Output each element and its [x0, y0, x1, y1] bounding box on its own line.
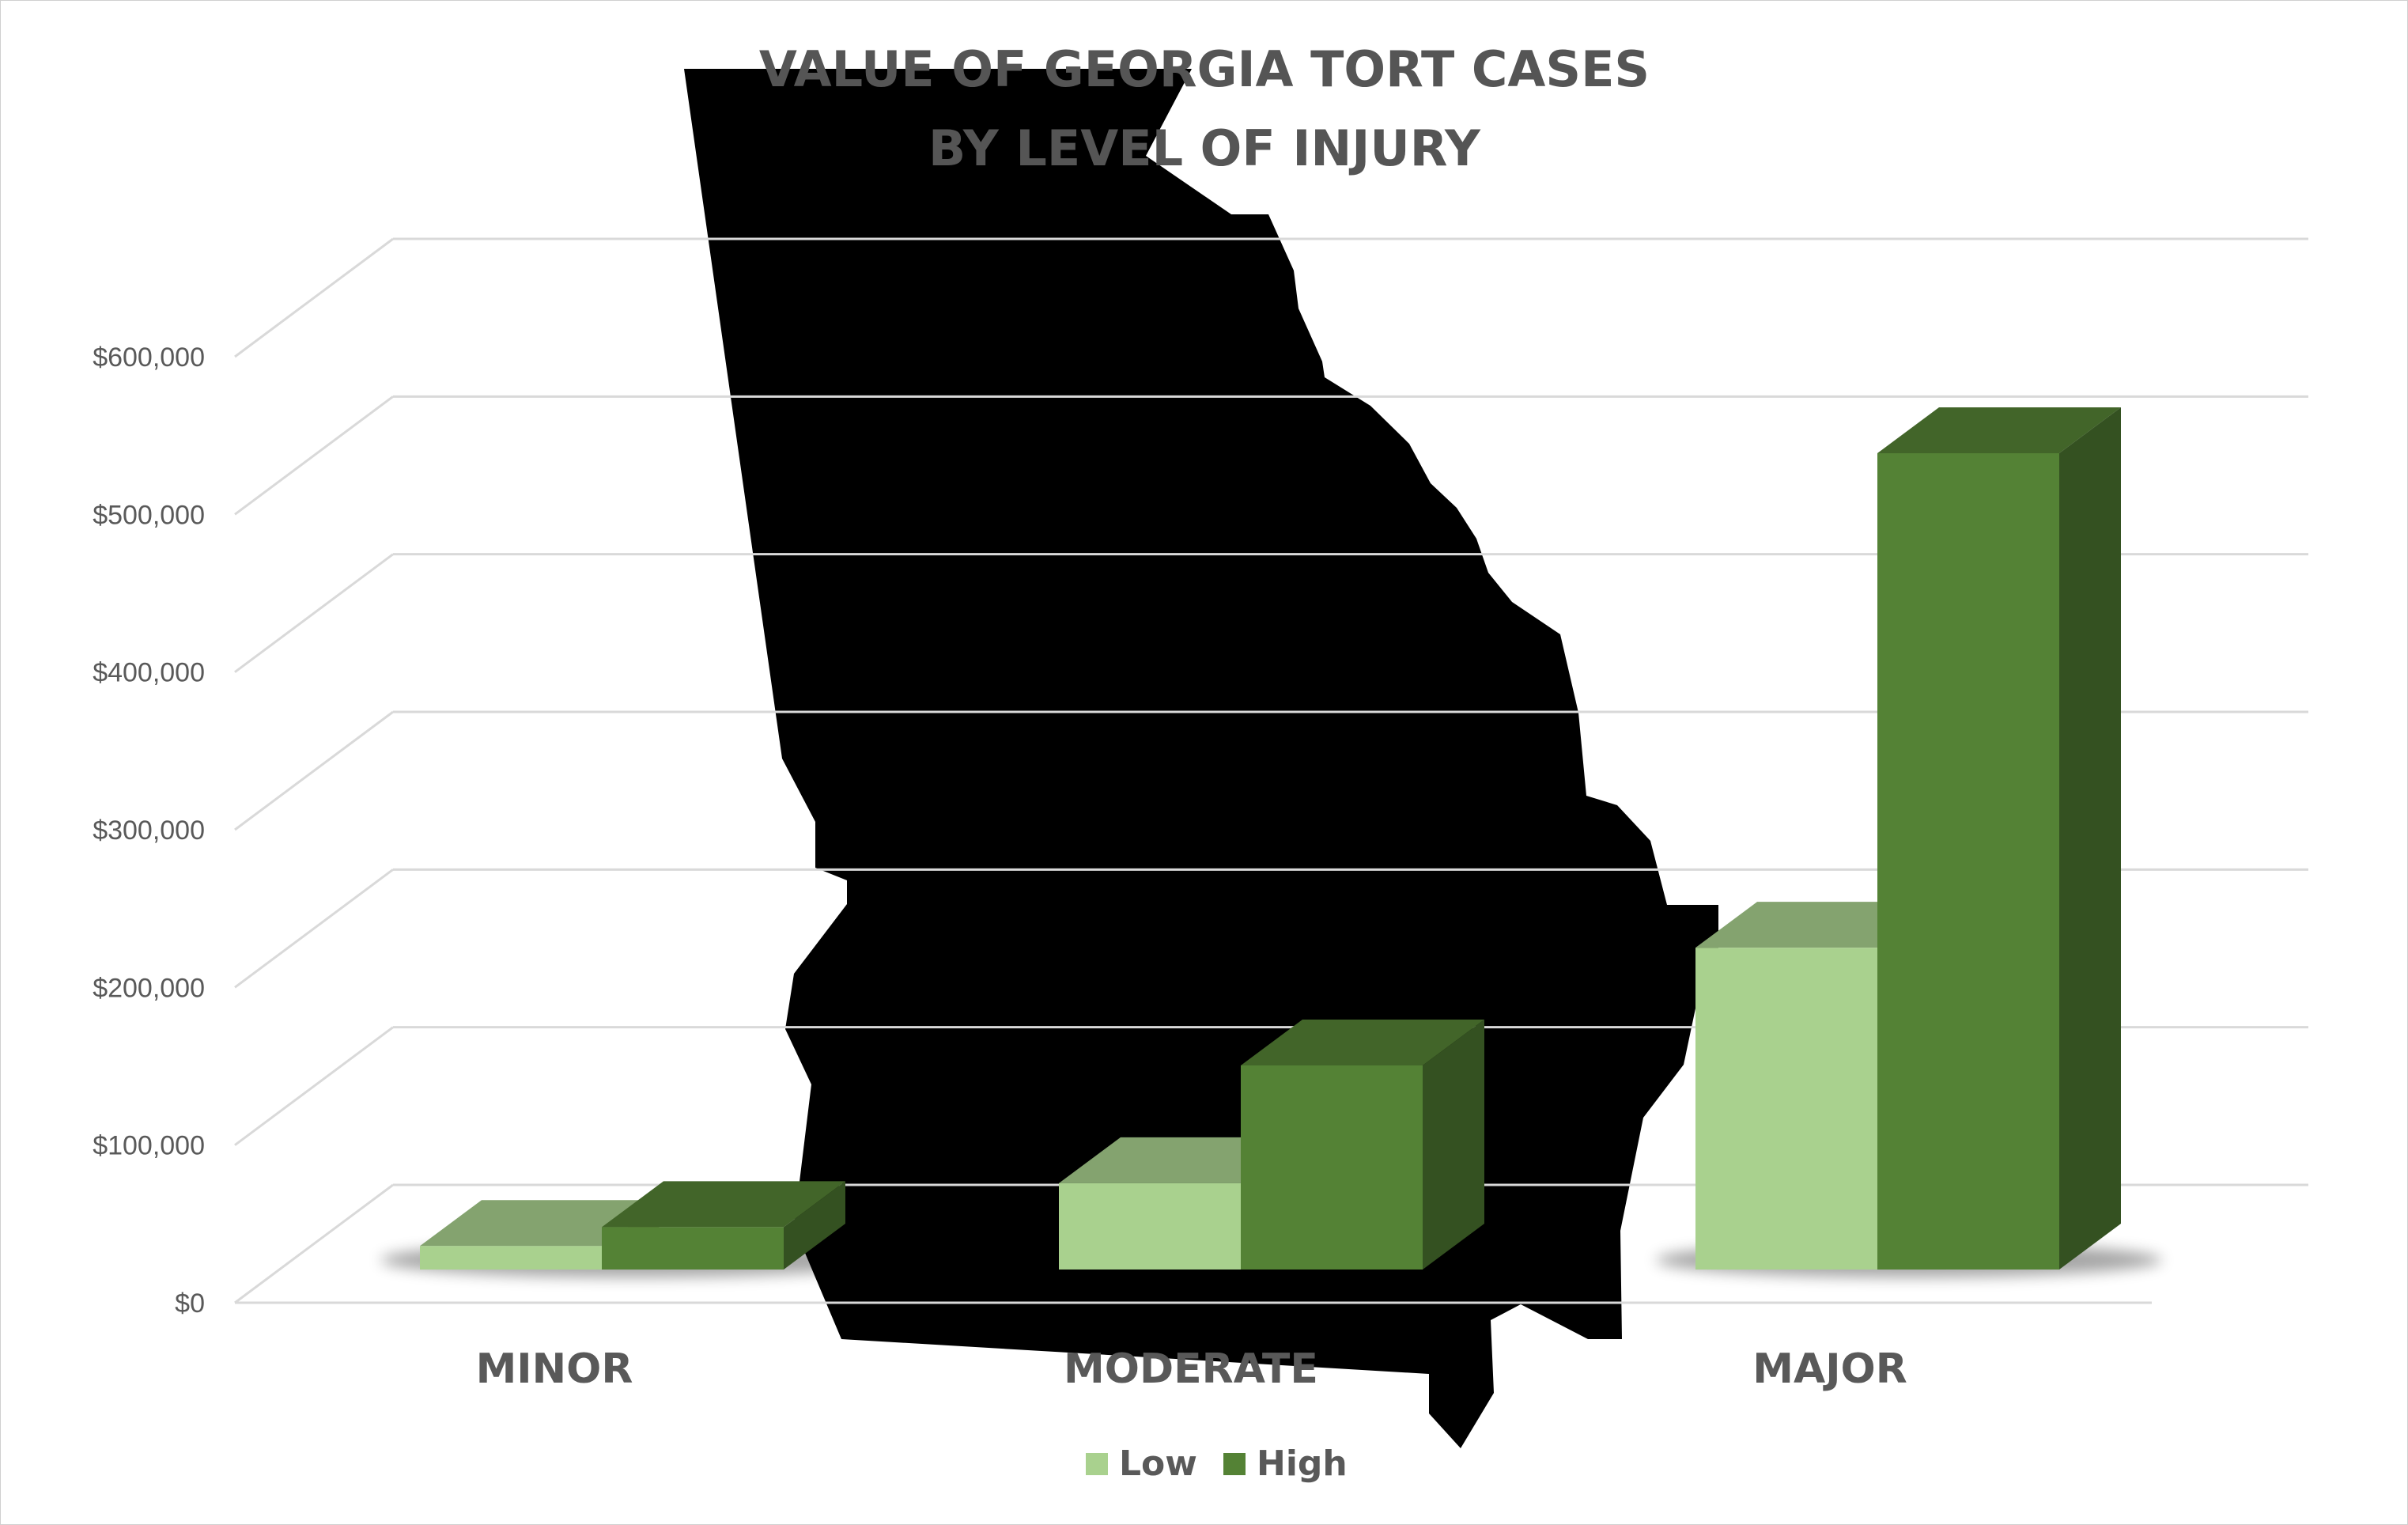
category-label: MAJOR: [1752, 1345, 1907, 1393]
gridline-diagonal: [234, 237, 394, 358]
bar-front-face: [1059, 1183, 1241, 1270]
y-tick-label: $400,000: [93, 658, 205, 688]
bar-high-major: [1877, 407, 2121, 1270]
legend-swatch-high: [1223, 1453, 1246, 1475]
bar-front-face: [1877, 453, 2059, 1270]
category-label: MODERATE: [1064, 1345, 1318, 1393]
y-tick-label: $300,000: [93, 815, 205, 846]
bars: [380, 407, 2162, 1277]
chart-title-line-1: VALUE OF GEORGIA TORT CASES: [759, 40, 1650, 98]
bar-front-face: [1241, 1065, 1423, 1270]
x-axis-categories: MINOR MODERATE MAJOR: [476, 1345, 1907, 1393]
legend-label-high: High: [1257, 1444, 1348, 1484]
bar-front-face: [1695, 948, 1877, 1270]
bar-front-face: [602, 1227, 784, 1270]
gridline-diagonal: [234, 395, 394, 516]
y-tick-label: $500,000: [93, 500, 205, 530]
bar-high-moderate: [1241, 1020, 1484, 1270]
bar-front-face: [420, 1246, 602, 1270]
bar-side-face: [1423, 1020, 1484, 1270]
gridline-diagonal: [234, 1026, 394, 1146]
bar-top-face: [1241, 1020, 1484, 1065]
bar-side-face: [2059, 407, 2121, 1270]
bar-top-face: [1877, 407, 2121, 453]
gridline-diagonal: [234, 868, 394, 989]
y-tick-label: $0: [175, 1288, 205, 1319]
y-axis-ticks: $0 $100,000 $200,000 $300,000 $400,000 $500,0…: [93, 342, 205, 1319]
gridline-diagonal: [234, 553, 394, 673]
category-label: MINOR: [476, 1345, 633, 1393]
bar-top-face: [602, 1181, 845, 1228]
legend-label-low: Low: [1119, 1444, 1197, 1484]
y-tick-label: $600,000: [93, 342, 205, 373]
gridline-diagonal: [234, 1183, 394, 1304]
legend-swatch-low: [1086, 1453, 1108, 1475]
gridline-diagonal: [234, 710, 394, 831]
chart-title-line-2: BY LEVEL OF INJURY: [928, 119, 1481, 177]
bar-high-minor: [602, 1181, 845, 1270]
legend: Low High: [1086, 1444, 1348, 1484]
y-tick-label: $100,000: [93, 1131, 205, 1161]
bar-side-face: [784, 1181, 845, 1270]
y-tick-label: $200,000: [93, 973, 205, 1003]
